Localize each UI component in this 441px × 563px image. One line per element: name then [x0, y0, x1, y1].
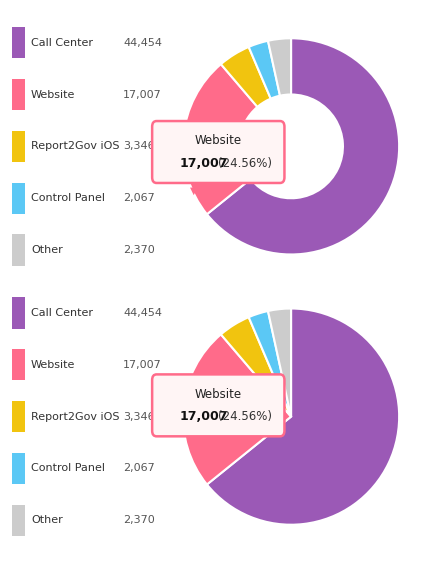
Text: Control Panel: Control Panel: [31, 463, 105, 473]
Text: 2,370: 2,370: [123, 515, 155, 525]
Wedge shape: [183, 334, 291, 485]
Text: 17,007: 17,007: [123, 360, 162, 370]
Text: ▼: ▼: [190, 186, 198, 196]
Text: (24.56%): (24.56%): [218, 410, 273, 423]
Text: ▼: ▼: [190, 439, 198, 449]
FancyBboxPatch shape: [12, 297, 25, 329]
FancyBboxPatch shape: [12, 131, 25, 162]
Text: 3,346: 3,346: [123, 412, 155, 422]
Text: 2,067: 2,067: [123, 463, 155, 473]
FancyBboxPatch shape: [12, 349, 25, 381]
Text: Website: Website: [31, 90, 75, 100]
Text: 17,007: 17,007: [179, 410, 228, 423]
Text: Website: Website: [195, 388, 242, 401]
Text: 44,454: 44,454: [123, 308, 162, 318]
Text: (24.56%): (24.56%): [218, 157, 273, 169]
Text: 17,007: 17,007: [123, 90, 162, 100]
Text: Website: Website: [195, 135, 242, 148]
Wedge shape: [207, 38, 399, 254]
Text: Other: Other: [31, 245, 63, 255]
Wedge shape: [268, 309, 291, 417]
FancyBboxPatch shape: [12, 234, 25, 266]
Text: 17,007: 17,007: [179, 157, 228, 169]
Text: 2,370: 2,370: [123, 245, 155, 255]
Text: Other: Other: [31, 515, 63, 525]
FancyBboxPatch shape: [12, 504, 25, 536]
Text: Call Center: Call Center: [31, 38, 93, 48]
Wedge shape: [207, 309, 399, 525]
Text: Control Panel: Control Panel: [31, 193, 105, 203]
Wedge shape: [221, 317, 291, 417]
Text: Report2Gov iOS: Report2Gov iOS: [31, 412, 120, 422]
Text: 3,346: 3,346: [123, 141, 155, 151]
Wedge shape: [183, 64, 258, 215]
Wedge shape: [221, 47, 271, 107]
FancyBboxPatch shape: [12, 79, 25, 110]
FancyBboxPatch shape: [12, 401, 25, 432]
Text: Report2Gov iOS: Report2Gov iOS: [31, 141, 120, 151]
Text: Call Center: Call Center: [31, 308, 93, 318]
Wedge shape: [268, 38, 291, 96]
FancyBboxPatch shape: [12, 27, 25, 59]
Wedge shape: [249, 41, 280, 99]
FancyBboxPatch shape: [12, 453, 25, 484]
Text: Website: Website: [31, 360, 75, 370]
Text: 2,067: 2,067: [123, 193, 155, 203]
FancyBboxPatch shape: [12, 182, 25, 214]
Wedge shape: [249, 311, 291, 417]
Text: 44,454: 44,454: [123, 38, 162, 48]
